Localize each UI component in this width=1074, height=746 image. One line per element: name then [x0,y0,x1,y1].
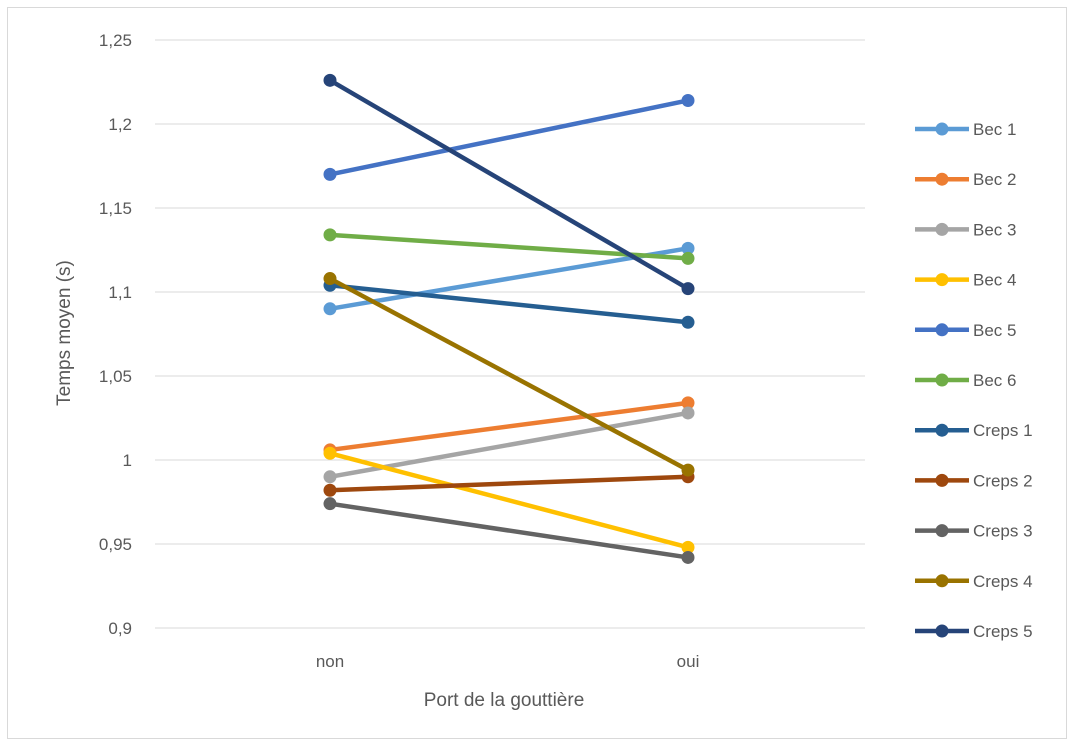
data-point [323,470,337,484]
data-point [681,550,695,564]
data-point [681,396,695,410]
legend-swatch-marker [935,122,949,136]
legend-item: Bec 3 [915,220,1016,239]
series-line [329,451,689,550]
legend-swatch-marker [935,323,949,337]
data-point [323,228,337,242]
legend-swatch-marker [935,172,949,186]
series-line [329,410,689,480]
chart-frame [7,7,1067,739]
y-tick-label: 1,15 [99,199,132,218]
series-bec-5 [323,93,695,181]
data-point [681,315,695,329]
legend-label: Creps 2 [973,471,1033,490]
x-axis-title: Port de la gouttière [424,690,585,711]
x-tick-label: non [316,652,344,671]
data-point [323,167,337,181]
legend-swatch-marker [935,473,949,487]
legend-swatch-marker [935,373,949,387]
legend-label: Bec 3 [973,220,1016,239]
legend-item: Bec 2 [915,170,1016,189]
series-line [329,246,689,312]
data-point [681,241,695,255]
legend-item: Creps 2 [915,471,1033,490]
legend-label: Bec 6 [973,371,1016,390]
series-line [329,400,689,453]
legend-label: Bec 1 [973,120,1016,139]
series-line [329,501,689,560]
series-bec-2 [323,396,695,457]
legend-label: Bec 2 [973,170,1016,189]
legend-item: Creps 3 [915,522,1033,541]
y-tick-label: 1,2 [108,115,132,134]
legend-item: Creps 1 [915,421,1033,440]
legend-label: Creps 4 [973,572,1033,591]
data-point [323,272,337,286]
legend-label: Bec 5 [973,321,1016,340]
y-tick-labels: 0,9 0,95 1 1,05 1,1 1,15 1,2 1,25 [99,31,132,638]
legend-item: Bec 1 [915,120,1016,139]
series-creps-5 [323,73,695,296]
y-tick-label: 1,1 [108,283,132,302]
legend-item: Creps 4 [915,572,1033,591]
data-point [323,73,337,87]
x-tick-labels: non oui [316,652,700,671]
series-line [329,283,689,325]
legend-swatch-marker [935,624,949,638]
data-point [681,282,695,296]
series-bec-1 [323,241,695,316]
y-tick-label: 1 [123,451,132,470]
legend-label: Creps 3 [973,522,1033,541]
legend-swatch-marker [935,423,949,437]
data-point [323,446,337,460]
series-creps-4 [323,272,695,477]
legend-swatch-marker [935,273,949,287]
y-tick-label: 0,95 [99,535,132,554]
legend-swatch-marker [935,222,949,236]
legend-swatch-marker [935,574,949,588]
y-tick-label: 1,25 [99,31,132,50]
series-line [328,276,690,473]
series-bec-4 [323,446,695,554]
data-point [681,93,695,107]
series-line [328,78,690,291]
series-creps-2 [323,470,695,497]
legend-label: Bec 4 [973,271,1016,290]
data-point [681,251,695,265]
data-point [681,406,695,420]
x-tick-label: oui [677,652,700,671]
y-tick-label: 1,05 [99,367,132,386]
legend-label: Creps 1 [973,421,1033,440]
data-point [323,483,337,497]
legend-label: Creps 5 [973,622,1033,641]
series-bec-3 [323,406,695,484]
data-point [681,463,695,477]
legend-item: Bec 4 [915,271,1016,290]
legend-item: Bec 6 [915,371,1016,390]
legend-item: Creps 5 [915,622,1033,641]
legend-swatch-marker [935,524,949,538]
y-tick-label: 0,9 [108,619,132,638]
series-line [329,474,689,493]
legend-item: Bec 5 [915,321,1016,340]
legend: Bec 1 Bec 2 Bec 3 Bec 4 Bec 5 Bec 6 Creps 1 Cre… [915,120,1033,641]
series-creps-3 [323,497,695,564]
gridlines [155,39,865,629]
data-point [681,540,695,554]
series-line [329,98,689,177]
data-point [323,302,337,316]
series-lines [323,73,695,564]
data-point [323,497,337,511]
y-axis-title: Temps moyen (s) [54,260,75,406]
